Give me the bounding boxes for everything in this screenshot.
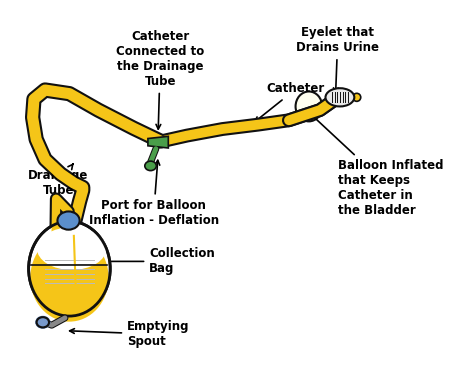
Text: Port for Balloon
Inflation - Deflation: Port for Balloon Inflation - Deflation [88, 160, 218, 227]
Text: Balloon Inflated
that Keeps
Catheter in
the Bladder: Balloon Inflated that Keeps Catheter in … [307, 111, 442, 217]
Text: Drainage
Tube: Drainage Tube [28, 164, 88, 197]
Circle shape [57, 212, 80, 230]
Circle shape [144, 161, 156, 171]
Text: Catheter
Connected to
the Drainage
Tube: Catheter Connected to the Drainage Tube [116, 30, 204, 129]
Text: Collection
Bag: Collection Bag [100, 247, 214, 275]
Ellipse shape [295, 92, 321, 122]
Ellipse shape [37, 227, 106, 270]
Circle shape [37, 317, 49, 327]
Text: Catheter: Catheter [254, 82, 324, 122]
Ellipse shape [352, 93, 360, 101]
Polygon shape [148, 136, 168, 148]
Ellipse shape [29, 221, 110, 316]
Text: Emptying
Spout: Emptying Spout [69, 320, 189, 348]
Ellipse shape [30, 234, 108, 322]
Ellipse shape [325, 88, 354, 107]
Text: Eyelet that
Drains Urine: Eyelet that Drains Urine [295, 26, 378, 93]
